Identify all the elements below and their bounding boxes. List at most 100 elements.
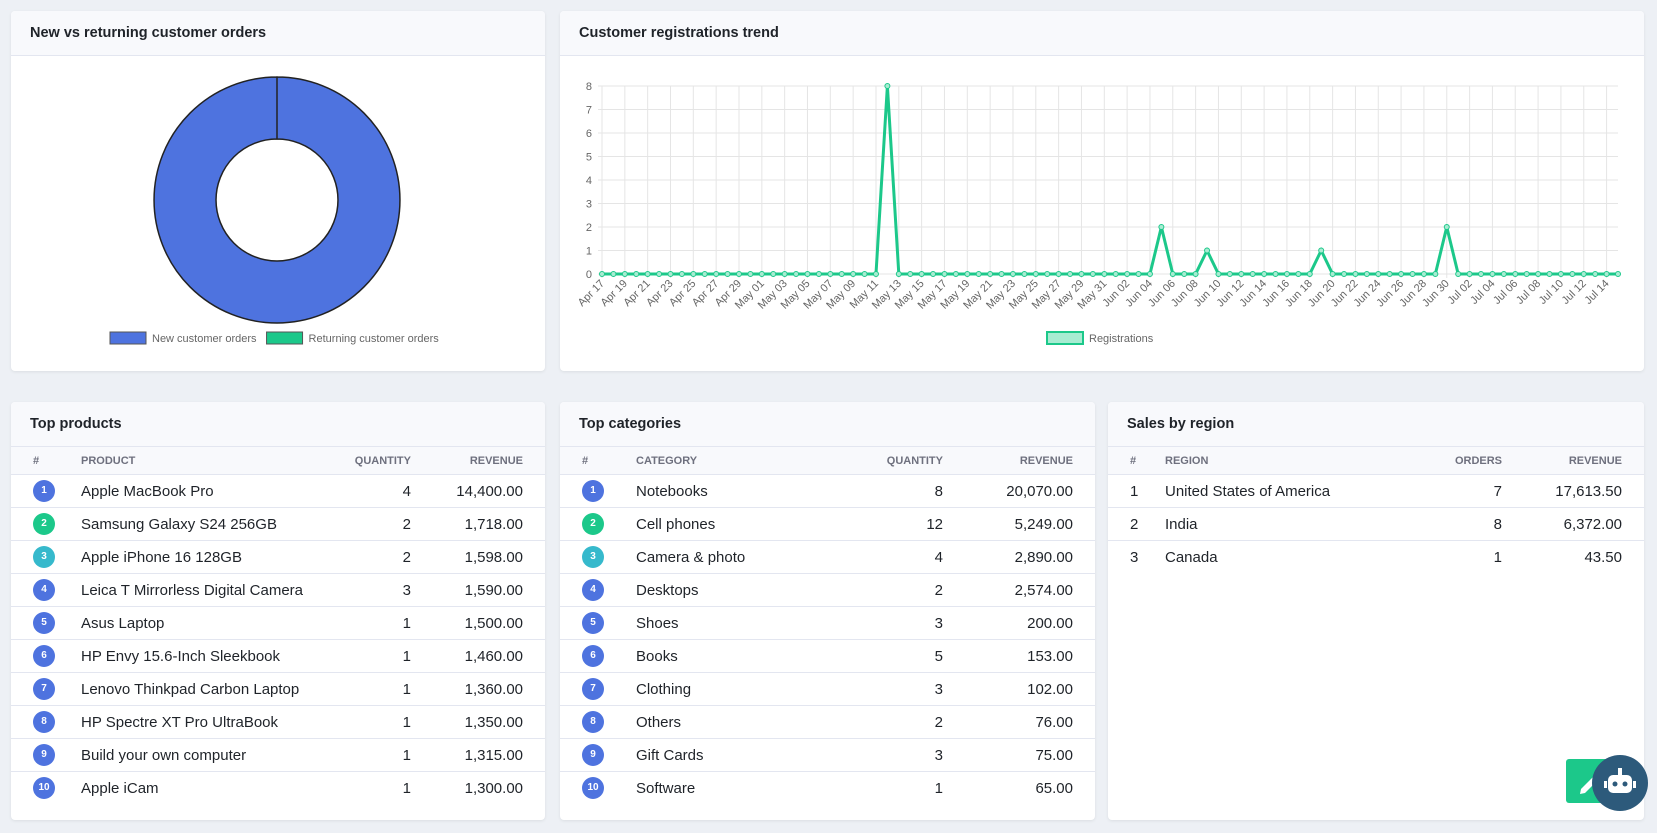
table-body: 1 Apple MacBook Pro 4 14,400.00 2 Samsung Gal… [11, 474, 545, 805]
table-cell: 7 [11, 672, 81, 706]
table-cell: India [1165, 507, 1404, 541]
y-tick-label: 1 [586, 246, 592, 258]
table-cell: 3 [855, 738, 965, 772]
table-cell: 75.00 [965, 738, 1095, 772]
table-cell: Apple iPhone 16 128GB [81, 540, 333, 574]
table-cell: 1,460.00 [433, 639, 545, 673]
data-point [1055, 271, 1062, 277]
products-panel: Top products # PRODUCT QUANTITY REVENUE 1 Appl… [11, 402, 545, 820]
table-cell: 3 [11, 540, 81, 574]
table-cell: 10 [560, 772, 636, 805]
data-point [895, 271, 902, 277]
table-cell: 4 [855, 540, 965, 574]
table-cell: 200.00 [965, 606, 1095, 640]
legend-swatch [109, 331, 147, 345]
x-tick-label: Jul 12 [1560, 278, 1589, 307]
table-cell: 1,590.00 [433, 573, 545, 607]
table-cell: Asus Laptop [81, 606, 333, 640]
data-point [1101, 271, 1108, 277]
column-header: # [560, 447, 636, 475]
data-point [1386, 271, 1393, 277]
data-point [1146, 271, 1153, 277]
data-point [1546, 271, 1553, 277]
data-point [1375, 271, 1382, 277]
table-cell: 7 [560, 672, 636, 706]
table-cell: 43.50 [1584, 548, 1622, 566]
legend-swatch [266, 331, 304, 345]
table-cell: 5 [11, 606, 81, 640]
data-point [1078, 271, 1085, 277]
table-cell: Clothing [636, 672, 855, 706]
rank-badge: 8 [582, 711, 604, 733]
data-point [621, 271, 628, 277]
header-row: # CATEGORY QUANTITY REVENUE [560, 447, 1095, 475]
table-cell: 76.00 [965, 705, 1095, 739]
data-point [1580, 271, 1587, 277]
data-point [1124, 271, 1131, 277]
table-cell: 1,360.00 [433, 672, 545, 706]
table-cell: 3 [855, 672, 965, 706]
x-tick-label: Jul 04 [1468, 278, 1497, 307]
data-point [1089, 271, 1096, 277]
table-cell: 1 [333, 738, 433, 772]
data-point [918, 271, 925, 277]
panel-title: Top categories [560, 402, 1095, 447]
x-tick-label: Jul 10 [1537, 278, 1566, 307]
table-cell: 1,598.00 [433, 540, 545, 574]
data-point [872, 271, 879, 277]
rank-badge: 5 [33, 612, 55, 634]
table-row: 3 Apple iPhone 16 128GB 2 1,598.00 [11, 540, 545, 574]
table-row: 10 Software 1 65.00 [560, 772, 1095, 805]
assistant-button[interactable] [1591, 754, 1651, 814]
table-cell: 1,718.00 [433, 507, 545, 541]
data-point [1489, 271, 1496, 277]
table-cell: United States of America [1165, 474, 1404, 508]
data-point [1535, 271, 1542, 277]
table-cell: Software [636, 779, 696, 797]
rank-badge: 4 [582, 579, 604, 601]
x-tick-label: Jul 08 [1514, 278, 1543, 307]
rank-badge: 4 [33, 579, 55, 601]
table-cell: 1 [333, 705, 433, 739]
data-point [701, 271, 708, 277]
table-cell: Gift Cards [636, 738, 855, 772]
table-cell: 4 [11, 573, 81, 607]
table-cell: 9 [560, 738, 636, 772]
table-cell: 2 [855, 573, 965, 607]
y-tick-label: 8 [586, 81, 592, 93]
y-tick-label: 4 [586, 175, 592, 187]
categories-panel: Top categories # CATEGORY QUANTITY REVENUE 1 N… [560, 402, 1095, 820]
table-cell: 8 [855, 474, 965, 508]
data-point [1135, 271, 1142, 277]
column-header: # [11, 447, 81, 475]
column-header: REVENUE [433, 447, 545, 475]
header-row: # REGION ORDERS REVENUE [1108, 447, 1644, 475]
panel-title: New vs returning customer orders [11, 11, 545, 56]
table-cell: Notebooks [636, 474, 855, 508]
rank-badge: 10 [33, 777, 55, 799]
data-point [713, 271, 720, 277]
table-cell: Desktops [636, 573, 855, 607]
table-cell: 153.00 [965, 639, 1095, 673]
table-cell: Canada [1165, 548, 1218, 566]
table-cell: 1,300.00 [464, 779, 523, 797]
table-cell: Books [636, 639, 855, 673]
data-point [827, 271, 834, 277]
table-cell: 20,070.00 [965, 474, 1095, 508]
table-cell: 6 [560, 639, 636, 673]
table-row: 6 HP Envy 15.6-Inch Sleekbook 1 1,460.00 [11, 639, 545, 673]
data-point [656, 271, 663, 277]
data-point [644, 271, 651, 277]
rank-badge: 3 [33, 546, 55, 568]
table-cell: 3 [333, 573, 433, 607]
data-point [1478, 271, 1485, 277]
data-point [1192, 271, 1199, 277]
table-cell: 102.00 [965, 672, 1095, 706]
data-point [1272, 271, 1279, 277]
data-point [1204, 247, 1211, 254]
data-point [1615, 271, 1621, 277]
data-point [724, 271, 731, 277]
table-row: 3 Camera & photo 4 2,890.00 [560, 540, 1095, 574]
